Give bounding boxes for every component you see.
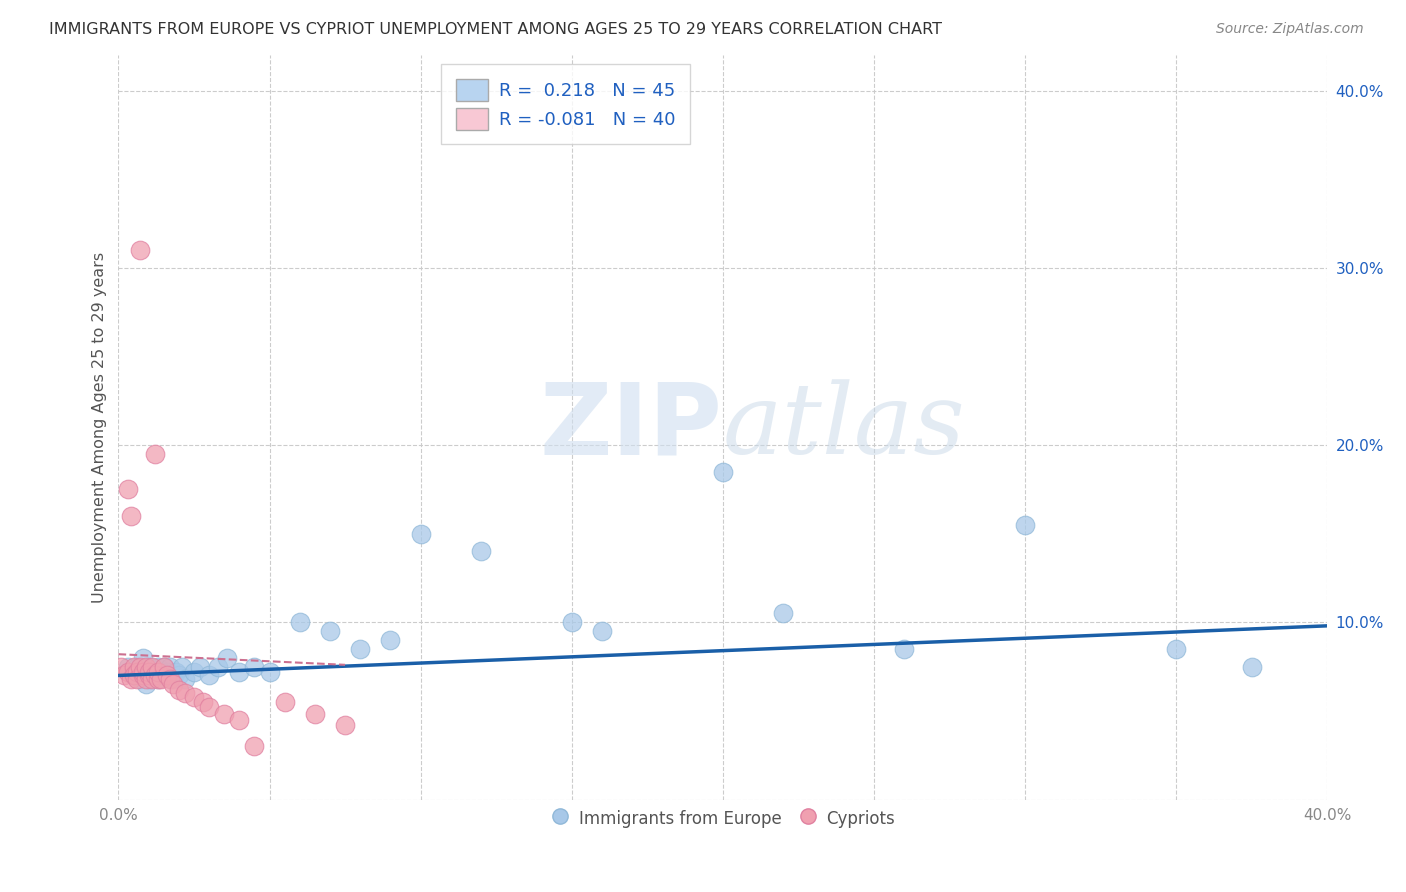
Point [319,624,342,639]
Point [149,665,172,679]
Point [128,659,150,673]
Text: Source: ZipAtlas.com: Source: ZipAtlas.com [1216,22,1364,37]
Point [243,739,266,754]
Point [135,677,157,691]
Point [114,668,136,682]
Point [128,243,150,257]
Point [135,659,157,673]
Point [470,544,492,558]
Point [288,615,311,630]
Point [120,508,142,523]
Point [131,668,153,682]
Point [380,633,402,648]
Point [120,672,142,686]
Point [152,659,174,673]
Text: atlas: atlas [723,380,966,475]
Point [591,624,613,639]
Point [125,672,148,686]
Point [183,690,205,704]
Legend: Immigrants from Europe, Cypriots: Immigrants from Europe, Cypriots [543,801,904,836]
Point [131,665,153,679]
Point [141,672,163,686]
Point [125,665,148,679]
Point [159,672,181,686]
Point [243,659,266,673]
Point [122,659,145,673]
Point [217,650,239,665]
Point [228,713,250,727]
Point [162,677,184,691]
Point [167,682,190,697]
Point [146,659,169,673]
Point [1240,659,1263,673]
Point [273,695,295,709]
Point [167,668,190,682]
Point [110,659,132,673]
Point [146,672,169,686]
Point [174,672,197,686]
Text: IMMIGRANTS FROM EUROPE VS CYPRIOT UNEMPLOYMENT AMONG AGES 25 TO 29 YEARS CORRELA: IMMIGRANTS FROM EUROPE VS CYPRIOT UNEMPL… [49,22,942,37]
Point [117,665,139,679]
Point [138,672,160,686]
Point [122,668,145,682]
Point [711,465,734,479]
Point [152,659,174,673]
Point [138,668,160,682]
Point [198,668,221,682]
Point [128,672,150,686]
Point [156,668,179,682]
Point [165,665,187,679]
Point [125,659,148,673]
Point [349,641,371,656]
Y-axis label: Unemployment Among Ages 25 to 29 years: Unemployment Among Ages 25 to 29 years [93,252,107,603]
Point [183,665,205,679]
Point [141,665,163,679]
Point [149,672,172,686]
Point [138,665,160,679]
Point [1014,517,1036,532]
Text: ZIP: ZIP [540,379,723,475]
Point [156,665,179,679]
Point [188,659,211,673]
Point [198,700,221,714]
Point [561,615,583,630]
Point [212,707,235,722]
Point [141,659,163,673]
Point [159,659,181,673]
Point [135,672,157,686]
Point [1164,641,1187,656]
Point [259,665,281,679]
Point [131,665,153,679]
Point [117,659,139,673]
Point [191,695,214,709]
Point [174,686,197,700]
Point [333,718,356,732]
Point [146,665,169,679]
Point [143,668,166,682]
Point [117,483,139,497]
Point [162,672,184,686]
Point [228,665,250,679]
Point [138,659,160,673]
Point [170,659,193,673]
Point [143,668,166,682]
Point [146,672,169,686]
Point [131,650,153,665]
Point [409,526,432,541]
Point [122,668,145,682]
Point [152,668,174,682]
Point [143,447,166,461]
Point [893,641,915,656]
Point [304,707,326,722]
Point [207,659,229,673]
Point [772,607,794,621]
